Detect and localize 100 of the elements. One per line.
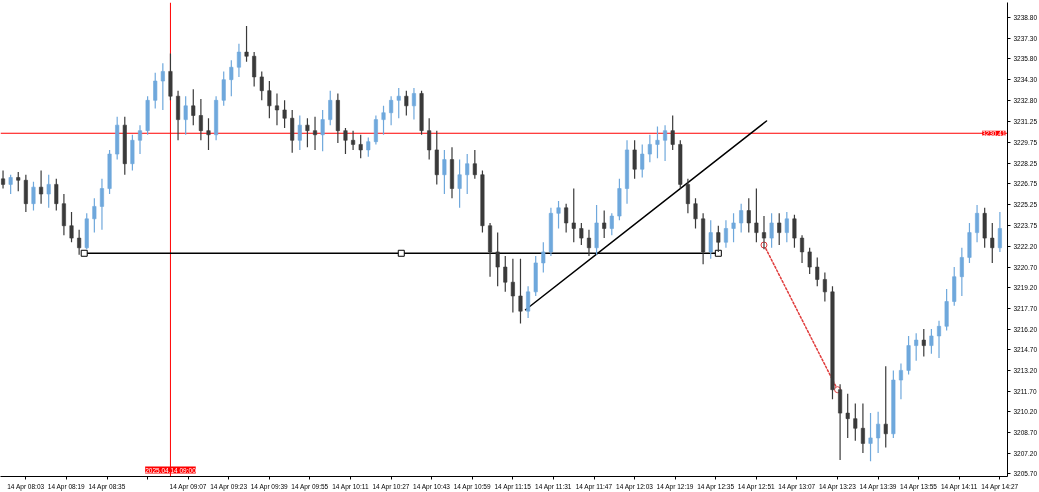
candlestick — [176, 90, 181, 141]
candlestick — [746, 197, 751, 234]
candlestick — [442, 149, 447, 195]
candlestick — [632, 139, 637, 180]
point — [80, 249, 88, 257]
candlestick — [23, 174, 28, 213]
candlestick — [731, 212, 736, 243]
candlestick — [876, 411, 881, 454]
candlestick — [328, 90, 333, 126]
candlestick — [914, 332, 919, 362]
candlestick — [54, 178, 59, 212]
candlestick — [868, 412, 873, 462]
candlestick — [320, 109, 325, 152]
candlestick — [1, 170, 6, 190]
candlestick — [427, 117, 432, 161]
candlestick — [411, 87, 416, 121]
candlestick — [921, 328, 926, 358]
candlestick — [769, 212, 774, 249]
candlestick — [465, 153, 470, 195]
candlestick — [510, 258, 515, 314]
candlestick — [860, 402, 865, 454]
candlestick — [373, 114, 378, 146]
candlestick — [929, 328, 934, 355]
candlestick — [381, 105, 386, 136]
candlestick — [259, 70, 264, 101]
candlestick — [358, 134, 363, 159]
candlestick — [579, 222, 584, 246]
candlestick — [206, 117, 211, 151]
candlestick — [800, 234, 805, 264]
candlestick — [39, 170, 44, 205]
candlestick — [723, 219, 728, 249]
candlestick — [138, 124, 143, 155]
candlestick — [191, 88, 196, 126]
candlestick — [282, 99, 287, 129]
candlestick — [937, 320, 942, 359]
candlestick — [685, 178, 690, 214]
candlestick — [822, 271, 827, 303]
candlestick — [313, 116, 318, 151]
candlestick — [693, 197, 698, 230]
candlestick — [290, 109, 295, 154]
candlestick — [404, 90, 409, 117]
candlestick — [16, 171, 21, 192]
candlestick — [61, 193, 66, 236]
candlestick — [343, 127, 348, 155]
candlestick — [229, 59, 234, 97]
candlestick — [541, 241, 546, 274]
candlestick — [640, 143, 645, 179]
candlestick — [495, 232, 500, 287]
candlestick — [959, 247, 964, 297]
candlestick — [252, 51, 257, 88]
candlestick — [198, 98, 203, 141]
candlestick — [602, 209, 607, 239]
candlestick — [777, 212, 782, 246]
candlestick — [990, 222, 995, 264]
candlestick — [898, 362, 903, 400]
candlestick — [274, 92, 279, 126]
candlestick — [183, 95, 188, 136]
candlestick — [564, 203, 569, 234]
candlestick — [77, 229, 82, 256]
candlestick — [92, 197, 97, 234]
candlestick — [46, 174, 51, 209]
candlestick — [647, 134, 652, 163]
candlestick — [31, 181, 36, 212]
candlestick — [396, 87, 401, 119]
candlestick — [556, 200, 561, 230]
candlestick — [975, 204, 980, 243]
candlestick — [130, 134, 135, 172]
candlestick — [69, 211, 74, 243]
point — [714, 249, 722, 257]
candlestick — [838, 383, 843, 461]
candlestick — [754, 187, 759, 243]
candlestick — [389, 95, 394, 126]
candlestick — [236, 43, 241, 78]
candlestick — [609, 212, 614, 236]
candlestick — [784, 211, 789, 243]
candlestick — [153, 72, 158, 110]
candlestick — [99, 178, 104, 231]
candlestick — [305, 117, 310, 148]
candlestick — [586, 229, 591, 257]
candlestick — [503, 255, 508, 293]
candlestick — [655, 125, 660, 159]
candlestick — [883, 365, 888, 449]
candlestick — [845, 393, 850, 439]
candlestick — [244, 25, 249, 63]
candlestick — [571, 187, 576, 243]
candlestick — [297, 114, 302, 151]
candlestick — [472, 149, 477, 180]
candlestick — [670, 114, 675, 151]
candlestick — [997, 211, 1002, 253]
candlestick — [457, 158, 462, 209]
candlestick — [815, 256, 820, 287]
candlestick — [807, 247, 812, 275]
candlestick — [221, 70, 226, 107]
candlestick — [663, 124, 668, 162]
candlestick — [8, 174, 13, 195]
candlestick — [792, 214, 797, 249]
point — [397, 249, 405, 257]
candlestick — [526, 285, 531, 319]
candlestick — [160, 62, 165, 111]
candlestick — [853, 402, 858, 442]
